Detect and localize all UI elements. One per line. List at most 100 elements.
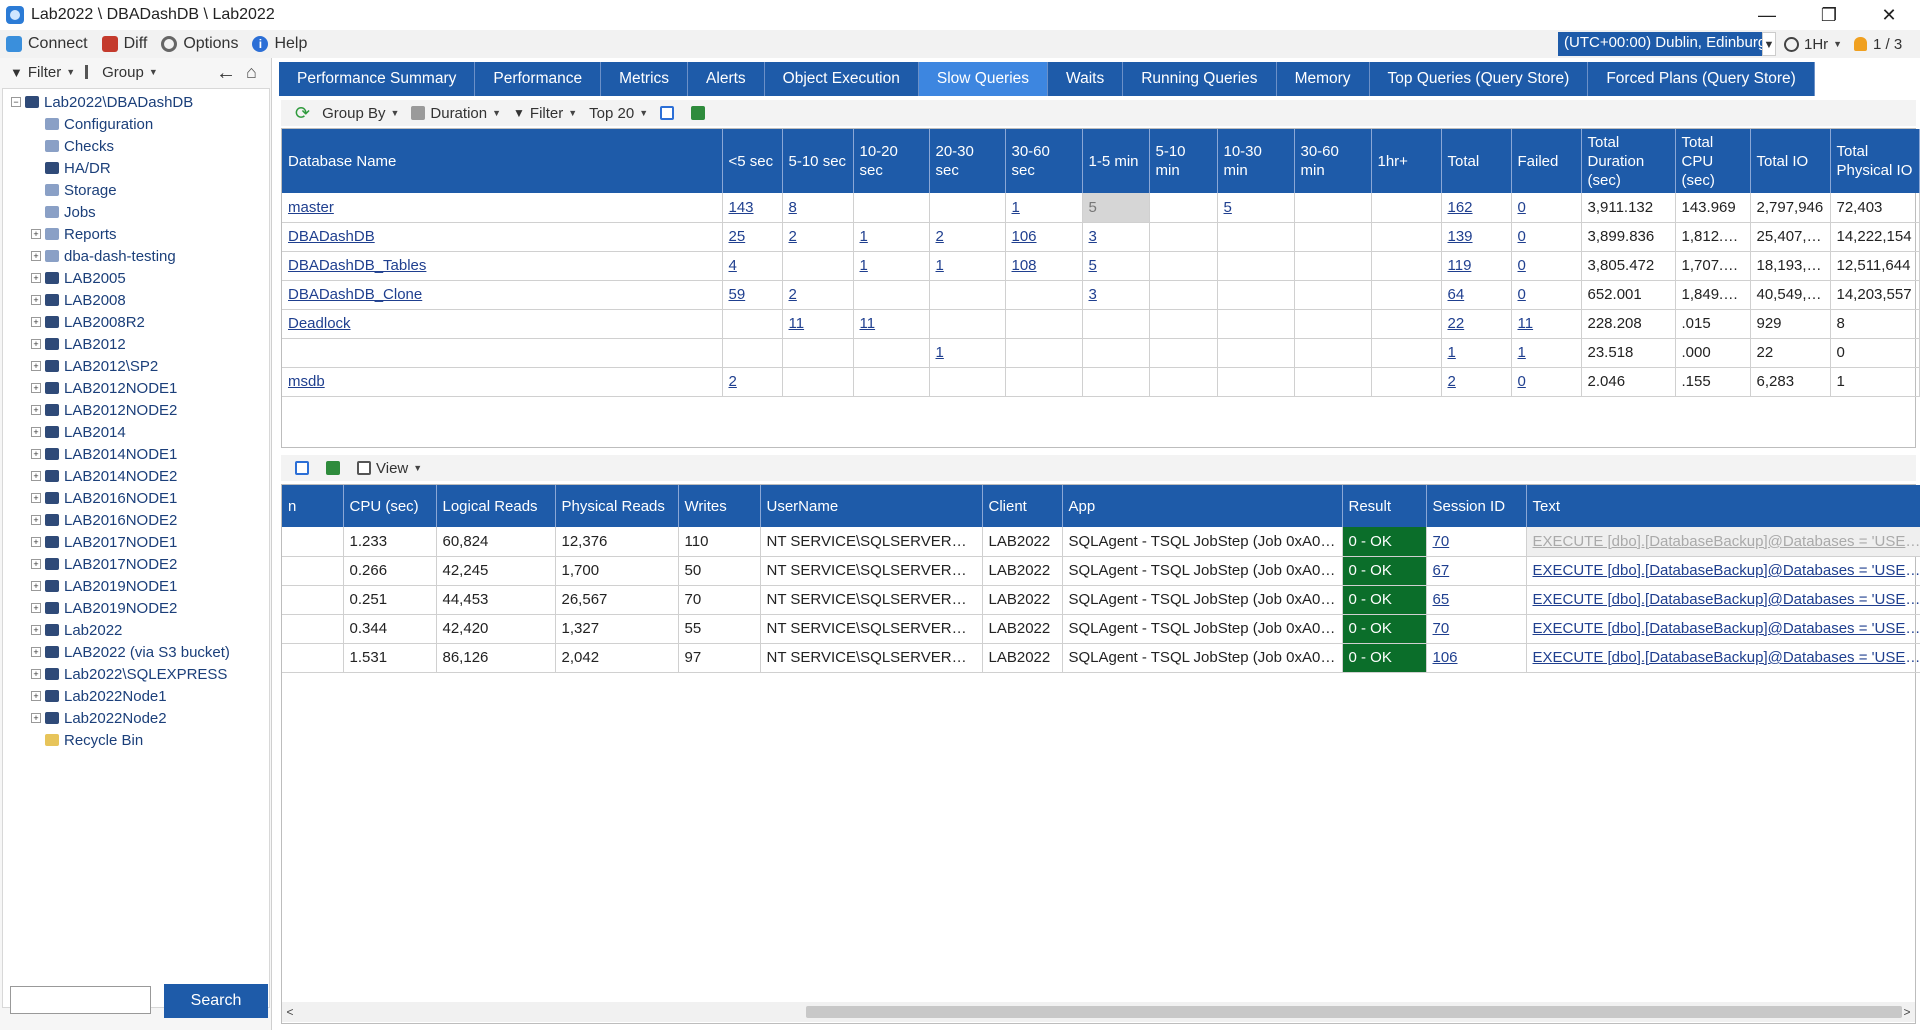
copy-button[interactable] [295, 461, 314, 475]
expand-icon[interactable]: + [31, 427, 41, 437]
tree-item[interactable]: HA/DR [31, 157, 111, 179]
table-cell[interactable]: 65 [1426, 585, 1527, 615]
back-arrow-icon[interactable]: ← [216, 62, 236, 84]
column-header[interactable]: 10-30 min [1217, 129, 1295, 193]
table-row[interactable]: DBADashDB_Clone 59 2 3 64 0 652.001 1,849.007 40… [282, 280, 1920, 310]
table-cell[interactable]: 119 [1441, 251, 1512, 281]
tree-item[interactable]: + dba-dash-testing [31, 245, 176, 267]
expand-icon[interactable]: + [31, 515, 41, 525]
table-cell[interactable]: 70 [1426, 614, 1527, 644]
table-cell[interactable]: 64 [1441, 280, 1512, 310]
chevron-down-icon[interactable]: ▼ [1762, 32, 1776, 56]
table-cell[interactable]: 2 [782, 280, 854, 310]
column-header[interactable]: 5-10 min [1149, 129, 1218, 193]
diff-menu[interactable]: Diff [96, 30, 156, 58]
table-cell[interactable]: 5 [1217, 193, 1295, 223]
expand-icon[interactable]: + [31, 537, 41, 547]
table-cell[interactable]: 59 [722, 280, 783, 310]
alert-pager[interactable]: 1 / 3 [1854, 30, 1902, 58]
tree-item[interactable]: − Lab2022\DBADashDB [11, 91, 193, 113]
column-header[interactable]: 30-60 sec [1005, 129, 1083, 193]
tree-item[interactable]: + LAB2012 [31, 333, 126, 355]
horizontal-scrollbar[interactable]: < > [282, 1002, 1915, 1022]
expand-icon[interactable]: + [31, 405, 41, 415]
column-header[interactable]: Client [982, 485, 1063, 527]
table-cell[interactable]: 0 [1511, 193, 1582, 223]
excel-export-button[interactable] [691, 106, 710, 120]
table-cell[interactable]: 4 [722, 251, 783, 281]
tree-search-input[interactable] [10, 986, 151, 1014]
table-cell[interactable]: 1 [853, 222, 930, 252]
tree-filter-button[interactable]: ▼ Filter ▼ [10, 64, 75, 81]
tab-object-execution[interactable]: Object Execution [765, 62, 919, 96]
expand-icon[interactable]: + [31, 647, 41, 657]
table-cell[interactable]: 0 [1511, 222, 1582, 252]
table-cell[interactable]: 2 [782, 222, 854, 252]
tree-item[interactable]: + LAB2016NODE1 [31, 487, 177, 509]
tree-item[interactable]: Storage [31, 179, 117, 201]
expand-icon[interactable]: + [31, 603, 41, 613]
expand-icon[interactable]: + [31, 339, 41, 349]
tree-item[interactable]: + LAB2019NODE1 [31, 575, 177, 597]
tree-item[interactable]: + LAB2014NODE1 [31, 443, 177, 465]
tree-item[interactable]: + LAB2022 (via S3 bucket) [31, 641, 230, 663]
table-cell[interactable]: 1 [1005, 193, 1083, 223]
table-cell[interactable]: 2 [722, 367, 783, 397]
tab-metrics[interactable]: Metrics [601, 62, 689, 96]
help-menu[interactable]: i Help [246, 30, 315, 58]
table-cell[interactable]: 2 [929, 222, 1006, 252]
connect-menu[interactable]: Connect [0, 30, 96, 58]
column-header[interactable]: UserName [760, 485, 983, 527]
table-row[interactable]: msdb 2 2 0 2.046.155 6,283 1 [282, 367, 1920, 397]
table-cell[interactable]: 70 [1426, 527, 1527, 557]
query-text-cell[interactable]: EXECUTE [dbo].[DatabaseBackup]@Databases… [1526, 643, 1920, 673]
table-cell[interactable]: 1 [929, 251, 1006, 281]
chevron-left-icon[interactable]: < [286, 1005, 294, 1019]
expand-icon[interactable]: + [31, 317, 41, 327]
expand-icon[interactable]: + [31, 559, 41, 569]
refresh-button[interactable]: ⟳ [295, 103, 310, 124]
query-text-cell[interactable]: EXECUTE [dbo].[DatabaseBackup]@Databases… [1526, 527, 1920, 557]
expand-icon[interactable]: + [31, 669, 41, 679]
expand-icon[interactable]: + [31, 361, 41, 371]
top-dropdown[interactable]: Top 20 ▼ [589, 105, 648, 122]
group-by-dropdown[interactable]: Group By ▼ [322, 105, 399, 122]
tree-item[interactable]: + LAB2014 [31, 421, 126, 443]
expand-icon[interactable]: + [31, 691, 41, 701]
tree-item[interactable]: + LAB2008R2 [31, 311, 145, 333]
expand-icon[interactable]: + [31, 625, 41, 635]
column-header[interactable]: 10-20 sec [853, 129, 930, 193]
column-header[interactable]: Result [1342, 485, 1427, 527]
time-range-dropdown[interactable]: 1Hr ▼ [1784, 30, 1842, 58]
column-header[interactable]: Writes [678, 485, 761, 527]
database-name-cell[interactable]: DBADashDB_Clone [282, 280, 723, 310]
collapse-icon[interactable]: − [11, 97, 21, 107]
close-button[interactable]: ✕ [1881, 4, 1897, 25]
tree-item[interactable]: + Lab2022Node2 [31, 707, 167, 729]
table-row[interactable]: 1.233 60,824 12,376 110 NT SERVICE\SQLSERVER… [282, 527, 1920, 557]
expand-icon[interactable]: + [31, 449, 41, 459]
tree-item[interactable]: + LAB2014NODE2 [31, 465, 177, 487]
tree-item[interactable]: + LAB2016NODE2 [31, 509, 177, 531]
column-header[interactable]: 5-10 sec [782, 129, 854, 193]
database-name-cell[interactable]: Deadlock [282, 309, 723, 339]
tab-top-queries-query-store[interactable]: Top Queries (Query Store) [1370, 62, 1589, 96]
table-cell[interactable]: 67 [1426, 556, 1527, 586]
database-name-cell[interactable]: msdb [282, 367, 723, 397]
column-header[interactable]: Text [1526, 485, 1920, 527]
column-header[interactable]: <5 sec [722, 129, 783, 193]
database-name-cell[interactable]: master [282, 193, 723, 223]
table-cell[interactable]: 8 [782, 193, 854, 223]
query-text-cell[interactable]: EXECUTE [dbo].[DatabaseBackup]@Databases… [1526, 556, 1920, 586]
tab-alerts[interactable]: Alerts [688, 62, 765, 96]
expand-icon[interactable]: + [31, 251, 41, 261]
table-cell[interactable]: 143 [722, 193, 783, 223]
table-cell[interactable]: 1 [853, 251, 930, 281]
tab-slow-queries[interactable]: Slow Queries [918, 62, 1049, 96]
column-header[interactable]: 30-60 min [1294, 129, 1372, 193]
table-cell[interactable]: 1 [1441, 338, 1512, 368]
expand-icon[interactable]: + [31, 273, 41, 283]
table-row[interactable]: 0.251 44,453 26,567 70 NT SERVICE\SQLSERVERA… [282, 585, 1920, 615]
column-header[interactable]: Failed [1511, 129, 1582, 193]
expand-icon[interactable]: + [31, 581, 41, 591]
